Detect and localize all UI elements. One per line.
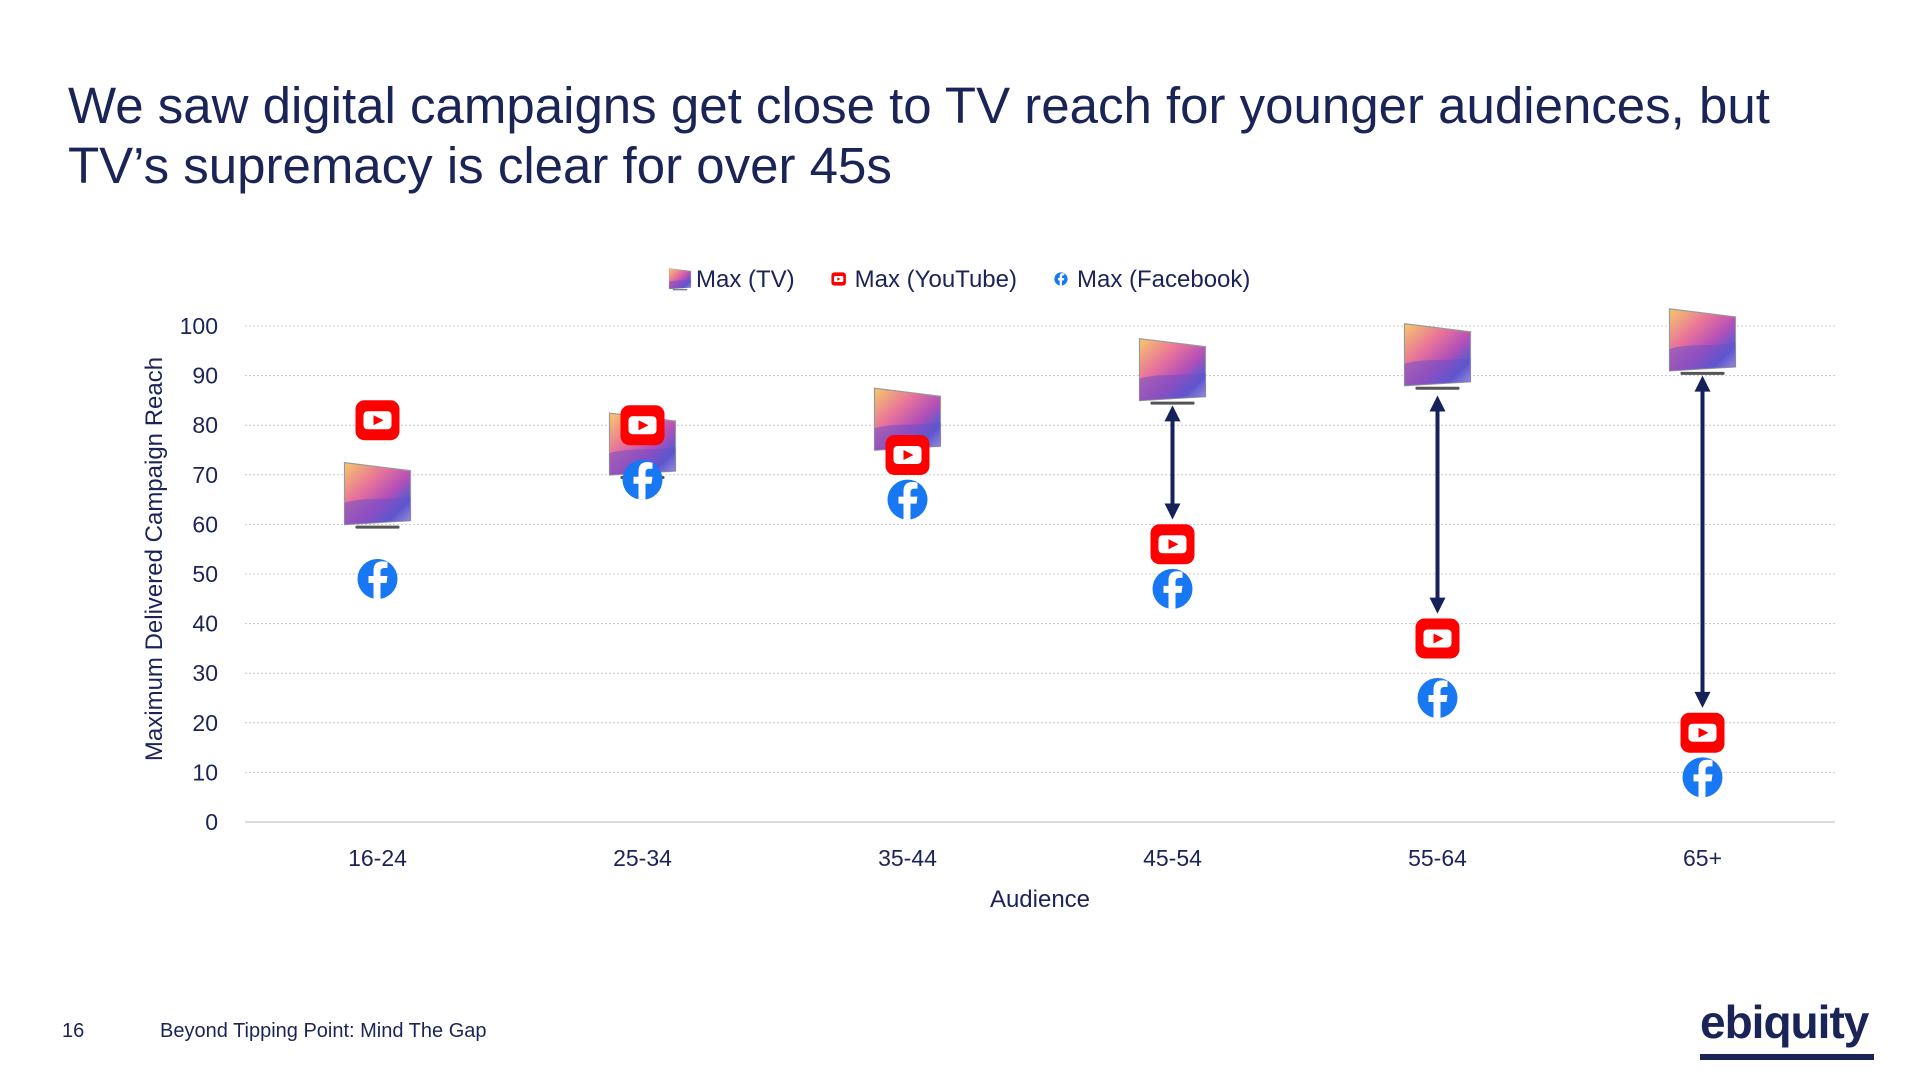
gap-arrow: [1164, 405, 1181, 520]
y-axis-title: Maximum Delivered Campaign Reach: [141, 357, 168, 761]
youtube-icon: [355, 400, 400, 441]
youtube-icon: [885, 434, 930, 475]
youtube-play: [903, 449, 914, 460]
tv-stand: [1415, 386, 1460, 390]
tv-icon: [1403, 323, 1472, 390]
facebook-f: [633, 462, 653, 500]
facebook-icon: [622, 459, 663, 500]
tv-stand: [1680, 371, 1725, 375]
legend-item: Max (TV): [668, 266, 795, 293]
x-tick-label: 45-54: [1143, 845, 1202, 871]
gap-arrow: [1429, 395, 1446, 614]
tv-icon: [1668, 308, 1737, 375]
gap-arrow: [1694, 375, 1711, 708]
tv-icon: [1138, 337, 1207, 405]
y-tick-label: 90: [192, 363, 218, 389]
legend-label: Max (TV): [696, 266, 795, 293]
x-tick-label: 25-34: [613, 845, 672, 871]
page-number: 16: [62, 1020, 85, 1042]
facebook-f: [1428, 680, 1448, 718]
y-tick-label: 0: [205, 809, 218, 835]
tv-icon: [343, 461, 412, 529]
y-tick-label: 80: [192, 412, 218, 438]
y-tick-label: 40: [192, 611, 218, 637]
tv-screen-wave: [1669, 342, 1736, 371]
footer-text: Beyond Tipping Point: Mind The Gap: [160, 1020, 487, 1042]
youtube-icon: [620, 405, 665, 446]
facebook-f: [1058, 273, 1065, 286]
x-tick-label: 16-24: [348, 845, 407, 871]
legend-item: Max (YouTube): [831, 266, 1017, 293]
youtube-play: [373, 415, 384, 426]
gap-arrow-head-top: [1429, 395, 1446, 412]
tv-screen-wave: [344, 496, 411, 525]
facebook-f: [1693, 759, 1713, 798]
y-tick-label: 60: [192, 511, 218, 537]
y-tick-label: 10: [192, 759, 218, 785]
legend-label: Max (Facebook): [1077, 266, 1250, 293]
gap-arrow-head-top: [1164, 405, 1181, 422]
youtube-icon: [1680, 712, 1725, 753]
tv-screen-wave: [1139, 372, 1206, 401]
gap-arrow-head-bottom: [1164, 503, 1181, 520]
legend-label: Max (YouTube): [855, 266, 1017, 293]
facebook-icon: [1054, 272, 1068, 286]
y-tick-label: 70: [192, 462, 218, 488]
y-tick-label: 100: [180, 313, 218, 339]
tv-icon: [668, 268, 692, 291]
x-tick-label: 55-64: [1408, 845, 1467, 871]
tv-stand: [672, 289, 688, 291]
facebook-icon: [887, 479, 928, 520]
gap-arrow-head-top: [1694, 375, 1711, 392]
youtube-icon: [1150, 524, 1195, 565]
youtube-play: [1698, 727, 1709, 738]
y-tick-label: 30: [192, 660, 218, 686]
facebook-f: [898, 482, 918, 520]
youtube-icon: [1415, 618, 1460, 659]
tv-screen-wave: [669, 279, 691, 289]
tv-stand: [1150, 401, 1195, 405]
gap-arrow-head-bottom: [1694, 691, 1711, 708]
tv-stand: [355, 525, 400, 529]
x-axis-title: Audience: [990, 886, 1090, 913]
youtube-play: [638, 420, 649, 431]
facebook-icon: [1417, 678, 1458, 718]
slide-title: We saw digital campaigns get close to TV…: [68, 77, 1770, 194]
facebook-f: [1163, 571, 1183, 609]
logo-underline: [1700, 1054, 1874, 1060]
facebook-icon: [1682, 757, 1723, 798]
y-tick-label: 50: [192, 561, 218, 587]
y-tick-label: 20: [192, 710, 218, 736]
legend-item: Max (Facebook): [1054, 266, 1250, 293]
x-tick-label: 65+: [1683, 845, 1722, 871]
tv-screen-wave: [1404, 357, 1471, 386]
gap-arrow-head-bottom: [1429, 597, 1446, 614]
ebiquity-logo: ebiquity: [1700, 996, 1869, 1048]
facebook-icon: [357, 558, 398, 599]
x-tick-label: 35-44: [878, 845, 937, 871]
youtube-icon: [831, 272, 846, 286]
youtube-play: [1433, 633, 1444, 644]
facebook-f: [368, 561, 388, 599]
youtube-play: [837, 277, 841, 281]
youtube-play: [1168, 539, 1179, 550]
facebook-icon: [1152, 568, 1193, 609]
